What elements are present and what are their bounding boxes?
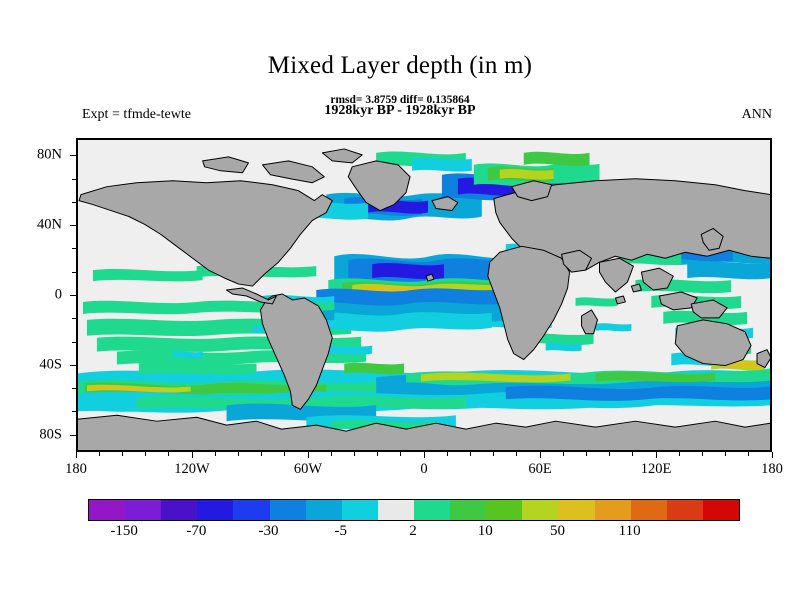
colorbar-cell [450, 500, 487, 520]
x-tick-label: 60E [528, 461, 552, 477]
colorbar [88, 499, 740, 521]
colorbar-tick-label: 110 [618, 523, 641, 539]
y-tick-label: 0 [54, 286, 62, 303]
x-tick [191, 452, 193, 458]
x-minor-tick [377, 452, 379, 456]
colorbar-cell [197, 500, 234, 520]
colorbar-tick-label: -30 [258, 523, 279, 539]
map-plot-area [76, 138, 772, 452]
x-minor-tick [725, 452, 727, 456]
y-minor-tick [72, 179, 76, 180]
x-minor-tick [168, 452, 170, 456]
colorbar-cell [630, 500, 667, 520]
colorbar-tick-label: 50 [549, 523, 565, 539]
colorbar-cell [558, 500, 595, 520]
x-minor-tick [585, 452, 587, 456]
colorbar-cell [341, 500, 378, 520]
colorbar-cell [305, 500, 342, 520]
y-minor-tick [72, 272, 76, 273]
x-minor-tick [632, 452, 634, 456]
x-minor-tick [145, 452, 147, 456]
colorbar-cell [486, 500, 523, 520]
x-minor-tick [493, 452, 495, 456]
x-minor-tick [446, 452, 448, 456]
y-tick [70, 225, 76, 226]
y-tick [70, 155, 76, 156]
x-tick [307, 452, 309, 458]
y-tick-label: 40N [37, 216, 62, 233]
colorbar-cell [413, 500, 451, 520]
statistics-subtitle: rmsd= 3.8759 diff= 0.135864 [330, 94, 470, 106]
colorbar-cell [233, 500, 270, 520]
colorbar-tick-label: -150 [110, 523, 138, 539]
y-tick-label: 80S [39, 426, 62, 443]
colorbar-cell [161, 500, 198, 520]
colorbar-tick-label: 2 [409, 523, 417, 539]
x-tick-label: 0 [420, 461, 428, 477]
y-tick [70, 295, 76, 296]
x-minor-tick [284, 452, 286, 456]
x-minor-tick [469, 452, 471, 456]
period-subtitle: 1928kyr BP - 1928kyr BP [324, 103, 476, 118]
x-tick [423, 452, 425, 458]
y-minor-tick [72, 388, 76, 389]
x-tick [771, 452, 773, 458]
x-minor-tick [516, 452, 518, 456]
season-label: ANN [741, 107, 772, 122]
x-minor-tick [562, 452, 564, 456]
x-minor-tick [98, 452, 100, 456]
x-minor-tick [748, 452, 750, 456]
x-tick-label: 180 [761, 461, 783, 477]
colorbar-tick-label: 10 [477, 523, 493, 539]
world-map [77, 139, 771, 451]
x-minor-tick [121, 452, 123, 456]
x-tick-label: 120W [174, 461, 210, 477]
x-tick [75, 452, 77, 458]
y-tick-label: 40S [39, 356, 62, 373]
y-minor-tick [72, 318, 76, 319]
colorbar-tick-label: -70 [186, 523, 207, 539]
colorbar-cell [89, 500, 126, 520]
colorbar-tick-label: -5 [334, 523, 348, 539]
colorbar-cell [594, 500, 631, 520]
y-minor-tick [72, 248, 76, 249]
x-minor-tick [400, 452, 402, 456]
y-minor-tick [72, 342, 76, 343]
colorbar-cell [522, 500, 559, 520]
y-tick [70, 435, 76, 436]
x-tick [655, 452, 657, 458]
colorbar-cell [702, 500, 739, 520]
y-minor-tick [72, 202, 76, 203]
y-minor-tick [72, 411, 76, 412]
x-minor-tick [701, 452, 703, 456]
x-minor-tick [353, 452, 355, 456]
x-tick-label: 180 [65, 461, 87, 477]
x-minor-tick [678, 452, 680, 456]
y-tick [70, 365, 76, 366]
x-tick-label: 120E [640, 461, 672, 477]
colorbar-cell [125, 500, 162, 520]
x-tick-label: 60W [293, 461, 323, 477]
x-minor-tick [237, 452, 239, 456]
experiment-label: Expt = tfmde-tewte [82, 107, 191, 122]
colorbar-cell [666, 500, 703, 520]
x-minor-tick [609, 452, 611, 456]
x-minor-tick [261, 452, 263, 456]
page-title: Mixed Layer depth (in m) [267, 52, 533, 79]
x-tick [539, 452, 541, 458]
y-tick-label: 80N [37, 146, 62, 163]
x-minor-tick [214, 452, 216, 456]
colorbar-cell [377, 500, 414, 520]
colorbar-cell [269, 500, 306, 520]
x-minor-tick [330, 452, 332, 456]
